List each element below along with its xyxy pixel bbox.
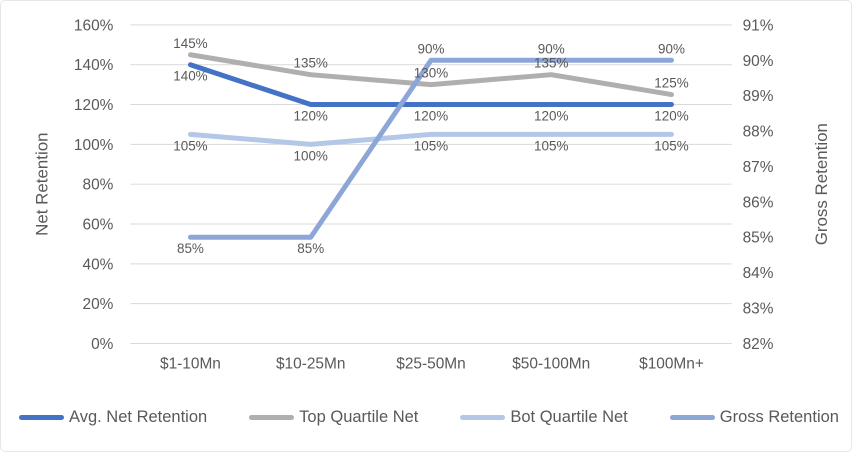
data-label-bot-quartile-net: 105%	[173, 138, 207, 153]
left-axis-tick-label: 100%	[74, 137, 114, 154]
legend-item-top-quartile-net: Top Quartile Net	[249, 408, 418, 427]
right-axis-tick-label: 91%	[743, 17, 774, 34]
data-label-avg-net-retention: 140%	[173, 69, 207, 84]
data-label-top-quartile-net: 135%	[294, 56, 328, 71]
data-label-gross-retention: 85%	[177, 241, 204, 256]
legend-swatch-icon	[460, 414, 506, 420]
data-label-gross-retention: 85%	[297, 241, 324, 256]
data-label-gross-retention: 90%	[658, 41, 685, 56]
data-label-top-quartile-net: 145%	[173, 36, 207, 51]
data-label-bot-quartile-net: 100%	[294, 148, 328, 163]
left-axis-tick-label: 80%	[83, 177, 114, 194]
left-axis-tick-label: 20%	[83, 296, 114, 313]
x-axis-tick-label: $25-50Mn	[396, 355, 465, 372]
right-axis-tick-label: 89%	[743, 88, 774, 105]
left-axis-tick-label: 60%	[83, 216, 114, 233]
data-label-gross-retention: 90%	[538, 41, 565, 56]
left-axis-tick-label: 160%	[74, 17, 114, 34]
right-axis-tick-label: 87%	[743, 159, 774, 176]
x-axis-tick-label: $100Mn+	[639, 355, 704, 372]
data-label-bot-quartile-net: 105%	[654, 138, 688, 153]
legend-item-gross-retention: Gross Retention	[669, 407, 839, 427]
legend-swatch-icon	[669, 414, 715, 420]
legend-item-avg-net-retention: Avg. Net Retention	[19, 408, 207, 427]
left-axis-tick-label: 120%	[74, 97, 114, 114]
data-label-bot-quartile-net: 105%	[414, 138, 448, 153]
legend-label: Bot Quartile Net	[510, 407, 628, 426]
data-label-top-quartile-net: 125%	[654, 76, 688, 91]
series-line-top-quartile-net	[187, 52, 674, 98]
right-axis-tick-label: 83%	[743, 301, 774, 318]
data-label-top-quartile-net: 135%	[534, 56, 568, 71]
data-label-avg-net-retention: 120%	[654, 108, 688, 123]
data-label-gross-retention: 90%	[418, 41, 445, 56]
x-axis-tick-label: $10-25Mn	[276, 355, 345, 372]
right-axis-tick-label: 84%	[743, 265, 774, 282]
right-axis-title: Gross Retention	[812, 123, 831, 245]
legend-item-bot-quartile-net: Bot Quartile Net	[460, 407, 628, 427]
data-label-avg-net-retention: 120%	[534, 108, 568, 123]
left-axis-title: Net Retention	[33, 132, 52, 235]
series-line-gross-retention	[187, 57, 674, 240]
legend-swatch-icon	[19, 414, 64, 420]
data-label-avg-net-retention: 120%	[294, 108, 328, 123]
right-axis-tick-label: 90%	[743, 53, 774, 70]
right-axis-tick-label: 82%	[743, 336, 774, 353]
right-axis-tick-label: 88%	[743, 124, 774, 141]
data-label-top-quartile-net: 130%	[414, 66, 448, 81]
data-label-bot-quartile-net: 105%	[534, 138, 568, 153]
chart-legend: Avg. Net Retention Top Quartile Net Bot Qu…	[1, 402, 851, 432]
legend-label: Gross Retention	[719, 407, 839, 426]
data-label-avg-net-retention: 120%	[414, 108, 448, 123]
left-axis-tick-label: 0%	[91, 336, 114, 353]
legend-swatch-icon	[249, 414, 295, 420]
x-axis-tick-label: $1-10Mn	[160, 355, 221, 372]
right-axis-tick-label: 86%	[743, 194, 774, 211]
series-line-bot-quartile-net	[187, 131, 674, 147]
right-axis-tick-label: 85%	[743, 230, 774, 247]
series-line-avg-net-retention	[187, 62, 674, 108]
x-axis-tick-label: $50-100Mn	[512, 355, 590, 372]
left-axis-tick-label: 40%	[83, 256, 114, 273]
legend-label: Avg. Net Retention	[69, 407, 208, 426]
left-axis-tick-label: 140%	[74, 57, 114, 74]
legend-label: Top Quartile Net	[299, 407, 419, 426]
